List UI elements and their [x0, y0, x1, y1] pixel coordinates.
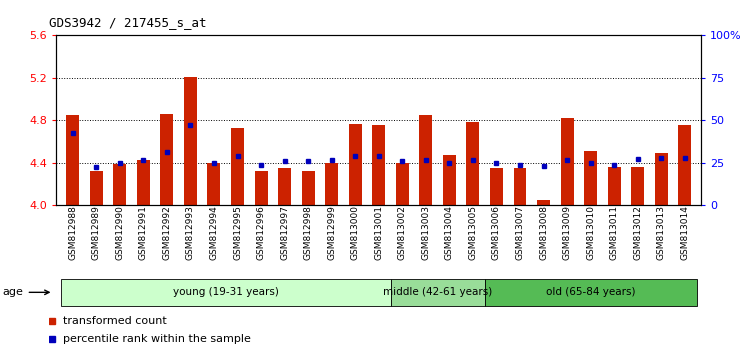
Bar [584, 151, 597, 205]
Bar [66, 115, 80, 205]
Bar [608, 167, 621, 205]
Text: GSM813013: GSM813013 [657, 205, 666, 260]
Bar [184, 77, 197, 205]
Bar [278, 168, 291, 205]
Text: GSM813014: GSM813014 [680, 205, 689, 260]
Bar [349, 124, 361, 205]
Text: transformed count: transformed count [63, 316, 167, 326]
Bar [419, 115, 432, 205]
Text: GSM812991: GSM812991 [139, 205, 148, 260]
Text: percentile rank within the sample: percentile rank within the sample [63, 334, 250, 344]
Text: GSM813008: GSM813008 [539, 205, 548, 260]
Text: GSM813000: GSM813000 [351, 205, 360, 260]
Bar [396, 163, 409, 205]
Bar [61, 279, 391, 307]
Text: GSM813009: GSM813009 [562, 205, 572, 260]
Bar [655, 153, 668, 205]
Bar [560, 118, 574, 205]
Text: GSM813002: GSM813002 [398, 205, 406, 260]
Bar [254, 171, 268, 205]
Text: GSM812989: GSM812989 [92, 205, 100, 260]
Text: GSM813006: GSM813006 [492, 205, 501, 260]
Bar [231, 128, 244, 205]
Bar [537, 200, 550, 205]
Text: GDS3942 / 217455_s_at: GDS3942 / 217455_s_at [49, 16, 206, 29]
Bar [302, 171, 314, 205]
Text: GSM812992: GSM812992 [163, 205, 172, 260]
Bar [160, 114, 173, 205]
Bar [632, 167, 644, 205]
Bar [490, 168, 503, 205]
Text: GSM813003: GSM813003 [422, 205, 430, 260]
Bar [678, 125, 692, 205]
Text: GSM813005: GSM813005 [469, 205, 478, 260]
Text: GSM813010: GSM813010 [586, 205, 595, 260]
Bar [514, 168, 526, 205]
Text: GSM813011: GSM813011 [610, 205, 619, 260]
Bar [466, 122, 479, 205]
Text: GSM812998: GSM812998 [304, 205, 313, 260]
Text: GSM812999: GSM812999 [327, 205, 336, 260]
Bar [372, 125, 386, 205]
Bar [484, 279, 697, 307]
Text: GSM813007: GSM813007 [515, 205, 524, 260]
Text: GSM812993: GSM812993 [186, 205, 195, 260]
Bar [113, 164, 126, 205]
Bar [443, 155, 456, 205]
Bar [326, 163, 338, 205]
Text: GSM812995: GSM812995 [233, 205, 242, 260]
Text: GSM813012: GSM813012 [633, 205, 642, 260]
Text: old (65-84 years): old (65-84 years) [546, 287, 635, 297]
Text: GSM812994: GSM812994 [209, 205, 218, 260]
Text: young (19-31 years): young (19-31 years) [172, 287, 279, 297]
Text: GSM812988: GSM812988 [68, 205, 77, 260]
Text: GSM812996: GSM812996 [256, 205, 265, 260]
Text: GSM813001: GSM813001 [374, 205, 383, 260]
Text: GSM812997: GSM812997 [280, 205, 289, 260]
Text: GSM812990: GSM812990 [116, 205, 124, 260]
Bar [391, 279, 484, 307]
Text: age: age [3, 287, 49, 297]
Bar [208, 163, 220, 205]
Text: GSM813004: GSM813004 [445, 205, 454, 260]
Bar [90, 171, 103, 205]
Bar [136, 160, 150, 205]
Text: middle (42-61 years): middle (42-61 years) [383, 287, 492, 297]
